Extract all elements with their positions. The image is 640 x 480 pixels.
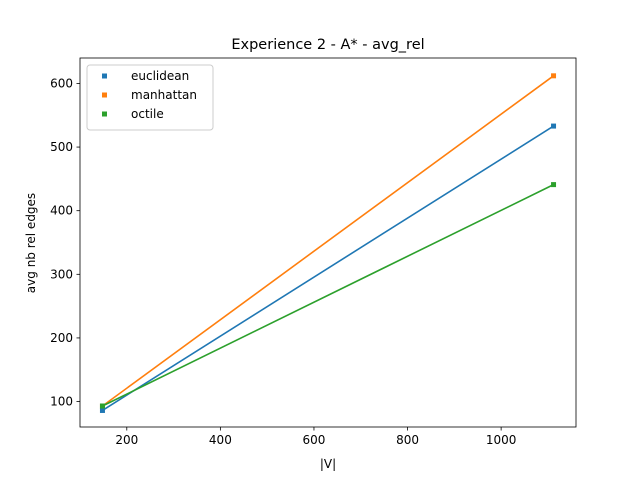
y-tick-label-400: 400 <box>50 204 73 218</box>
legend-marker-octile <box>102 111 107 117</box>
y-axis-label: avg nb rel edges <box>24 193 38 293</box>
data-point-manhattan-1 <box>551 73 557 79</box>
x-tick-label-200: 200 <box>115 433 138 447</box>
series-line-euclidean <box>102 125 554 412</box>
y-tick-label-500: 500 <box>50 140 73 154</box>
legend: euclidean manhattan octile <box>86 64 214 131</box>
legend-label-manhattan: manhattan <box>131 88 197 102</box>
legend-label-octile: octile <box>131 107 164 121</box>
x-tick-label-800: 800 <box>396 433 419 447</box>
data-point-octile-0 <box>99 403 105 409</box>
data-point-euclidean-0 <box>99 407 105 413</box>
chart-title: Experience 2 - A* - avg_rel <box>231 37 424 53</box>
data-point-euclidean-1 <box>551 123 557 129</box>
y-tick-label-300: 300 <box>50 267 73 281</box>
legend-box <box>86 64 214 131</box>
axis-ticks: 200 400 600 800 1000 100 200 300 400 500 600 <box>50 76 516 447</box>
legend-marker-manhattan <box>102 92 107 98</box>
legend-label-euclidean: euclidean <box>131 69 189 83</box>
y-tick-label-100: 100 <box>50 395 73 409</box>
y-tick-label-200: 200 <box>50 331 73 345</box>
data-point-octile-1 <box>551 182 557 188</box>
series-line-manhattan <box>101 75 555 407</box>
axes-frame <box>79 57 577 428</box>
x-tick-label-1000: 1000 <box>486 433 517 447</box>
legend-marker-euclidean <box>102 73 107 79</box>
x-tick-label-400: 400 <box>209 433 232 447</box>
y-tick-label-600: 600 <box>50 76 73 90</box>
series-line-octile <box>102 183 554 407</box>
plot-area <box>79 57 577 428</box>
x-axis-label: |V| <box>320 457 336 471</box>
x-tick-label-600: 600 <box>303 433 326 447</box>
